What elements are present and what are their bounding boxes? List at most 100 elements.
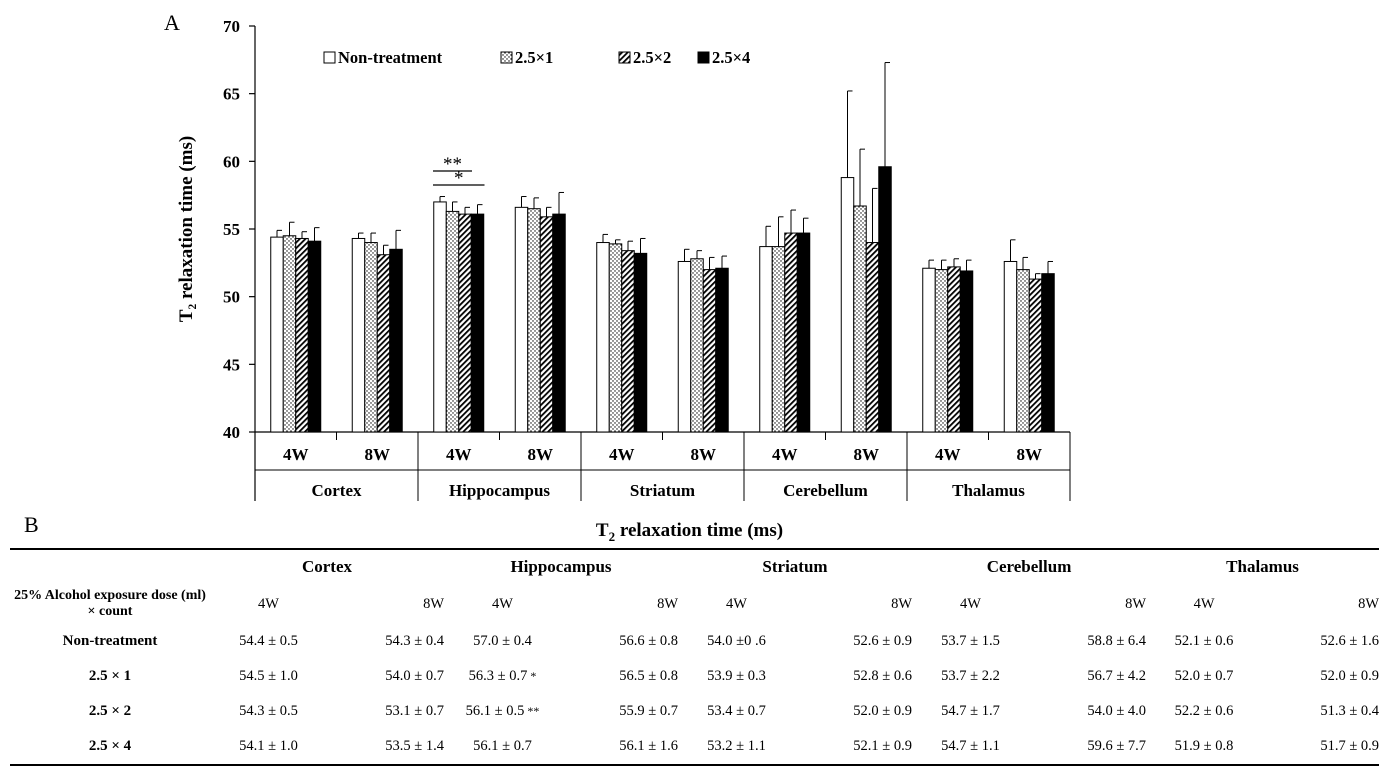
table-cell: 52.2 ± 0.6 bbox=[1174, 703, 1234, 719]
bar bbox=[771, 246, 786, 433]
bar bbox=[840, 177, 855, 433]
bar bbox=[307, 240, 322, 433]
table-cell: 56.1 ± 1.6 bbox=[561, 729, 678, 766]
table-cell: 58.8 ± 6.4 bbox=[1087, 633, 1147, 649]
table-row-label: 2.5 × 2 bbox=[88, 703, 132, 719]
group-label: Cerebellum bbox=[783, 481, 868, 500]
bar bbox=[389, 248, 403, 433]
panel-a-label: A bbox=[164, 10, 180, 35]
table-cell: 55.9 ± 0.7 bbox=[619, 703, 678, 719]
bar bbox=[552, 213, 566, 433]
table-cell: 52.6 ± 0.9 bbox=[853, 633, 913, 649]
table-cell: 53.1 ± 0.7 bbox=[385, 703, 444, 719]
y-axis-label: T₂ relaxation time (ms) bbox=[176, 136, 197, 322]
table-cell: 56.5 ± 0.8 bbox=[619, 668, 678, 684]
y-tick-label: 55 bbox=[223, 220, 240, 239]
table-row-label: Non-treatment bbox=[62, 633, 158, 649]
legend-label: 2.5×2 bbox=[633, 48, 671, 67]
group-label: Thalamus bbox=[952, 481, 1025, 500]
bar bbox=[878, 166, 892, 433]
table-cell: 54.7 ± 1.1 bbox=[912, 729, 1030, 766]
bar bbox=[351, 237, 366, 433]
bar bbox=[715, 267, 729, 433]
table-region-header-cell: Thalamus bbox=[1146, 548, 1379, 584]
table-cell: 53.2 ± 1.1 bbox=[678, 729, 795, 766]
bar bbox=[596, 242, 610, 433]
table-cell: 54.0 ± 4.0 bbox=[1087, 703, 1147, 719]
table-row: 2.5 × 1 54.5 ± 1.0 54.0 ± 0.7 56.3 ± 0.7 * 56… bbox=[10, 659, 1379, 694]
bar bbox=[433, 201, 447, 433]
x-tick-label: 8W bbox=[691, 445, 717, 464]
table-cell: 54.7 ± 1.7 bbox=[941, 703, 1000, 719]
y-tick-label: 50 bbox=[223, 288, 240, 307]
bar bbox=[796, 232, 811, 433]
significance-mark: * bbox=[530, 669, 537, 683]
y-tick-label: 40 bbox=[223, 423, 240, 442]
table-week-cell: 4W bbox=[492, 595, 513, 612]
significance-mark: ** bbox=[527, 704, 540, 718]
legend-swatch bbox=[500, 51, 513, 64]
table-row: 2.5 × 4 54.1 ± 1.0 53.5 ± 1.4 56.1 ± 0.7 56.… bbox=[10, 729, 1379, 766]
bar bbox=[539, 216, 554, 433]
table-cell: 59.6 ± 7.7 bbox=[1029, 729, 1147, 766]
y-tick-label: 45 bbox=[223, 355, 240, 374]
significance-label: * bbox=[454, 168, 464, 189]
table-week-cell: 8W bbox=[1125, 595, 1147, 612]
bar bbox=[527, 208, 541, 433]
table-cell: 56.7 ± 4.2 bbox=[1087, 668, 1147, 684]
table-cell: 54.3 ± 0.5 bbox=[239, 703, 298, 719]
table-cell: 54.4 ± 0.5 bbox=[239, 633, 298, 649]
bar bbox=[1041, 273, 1055, 433]
bar bbox=[1003, 260, 1018, 433]
table-region-header: Cortex Hippocampus Striatum Cerebellum Thala… bbox=[10, 548, 1379, 584]
table-week-cell: 8W bbox=[657, 595, 678, 612]
bar bbox=[470, 213, 485, 433]
y-tick-label: 65 bbox=[223, 85, 240, 104]
bar bbox=[514, 206, 529, 433]
bar bbox=[1016, 269, 1030, 433]
table-cell: 51.7 ± 0.9 bbox=[1262, 729, 1379, 766]
legend-swatch bbox=[618, 51, 631, 64]
table-cell: 56.1 ± 0.5 ** bbox=[465, 703, 540, 719]
bar bbox=[865, 242, 880, 433]
table-cell: 53.7 ± 2.2 bbox=[941, 668, 1000, 684]
table-cell: 52.6 ± 1.6 bbox=[1320, 633, 1379, 649]
table-region-header-cell: Striatum bbox=[678, 548, 913, 584]
table-title: T2 relaxation time (ms) bbox=[595, 520, 784, 544]
table-cell: 56.6 ± 0.8 bbox=[619, 633, 678, 649]
bar bbox=[784, 232, 798, 433]
table-corner bbox=[10, 548, 210, 584]
bar bbox=[702, 269, 717, 433]
bar bbox=[934, 269, 949, 433]
x-tick-label: 4W bbox=[935, 445, 961, 464]
table-cell: 52.1 ± 0.6 bbox=[1174, 633, 1234, 649]
table-region-header-cell: Hippocampus bbox=[444, 548, 678, 584]
table-cell: 53.5 ± 1.4 bbox=[327, 729, 444, 766]
table-cell: 52.0 ± 0.7 bbox=[1174, 668, 1234, 684]
table-cell: 52.0 ± 0.9 bbox=[1320, 668, 1379, 684]
table-week-cell: 8W bbox=[423, 595, 444, 612]
bar bbox=[445, 210, 460, 433]
table-week-cell: 4W bbox=[960, 595, 981, 612]
bar bbox=[270, 236, 284, 433]
bar bbox=[633, 252, 648, 433]
x-tick-label: 8W bbox=[854, 445, 880, 464]
table-cell: 54.5 ± 1.0 bbox=[239, 668, 298, 684]
table-week-cell: 4W bbox=[726, 595, 747, 612]
group-label: Cortex bbox=[311, 481, 362, 500]
table-week-cell: 8W bbox=[891, 595, 913, 612]
x-tick-label: 8W bbox=[365, 445, 391, 464]
table-row: Non-treatment 54.4 ± 0.5 54.3 ± 0.4 57.0 ± … bbox=[10, 624, 1379, 659]
group-label: Striatum bbox=[630, 481, 695, 500]
results-table: Cortex Hippocampus Striatum Cerebellum Thala… bbox=[10, 548, 1379, 766]
panel-b-label: B bbox=[24, 512, 39, 537]
table-cell: 54.0 ± 0.7 bbox=[385, 668, 444, 684]
bar bbox=[282, 235, 297, 433]
x-tick-label: 4W bbox=[283, 445, 309, 464]
significance-label: ** bbox=[443, 154, 462, 175]
x-tick-label: 4W bbox=[446, 445, 472, 464]
chart-bars: *** bbox=[270, 62, 1055, 433]
bar bbox=[677, 260, 692, 433]
table-cell: 53.4 ± 0.7 bbox=[707, 703, 766, 719]
bar bbox=[621, 250, 635, 433]
